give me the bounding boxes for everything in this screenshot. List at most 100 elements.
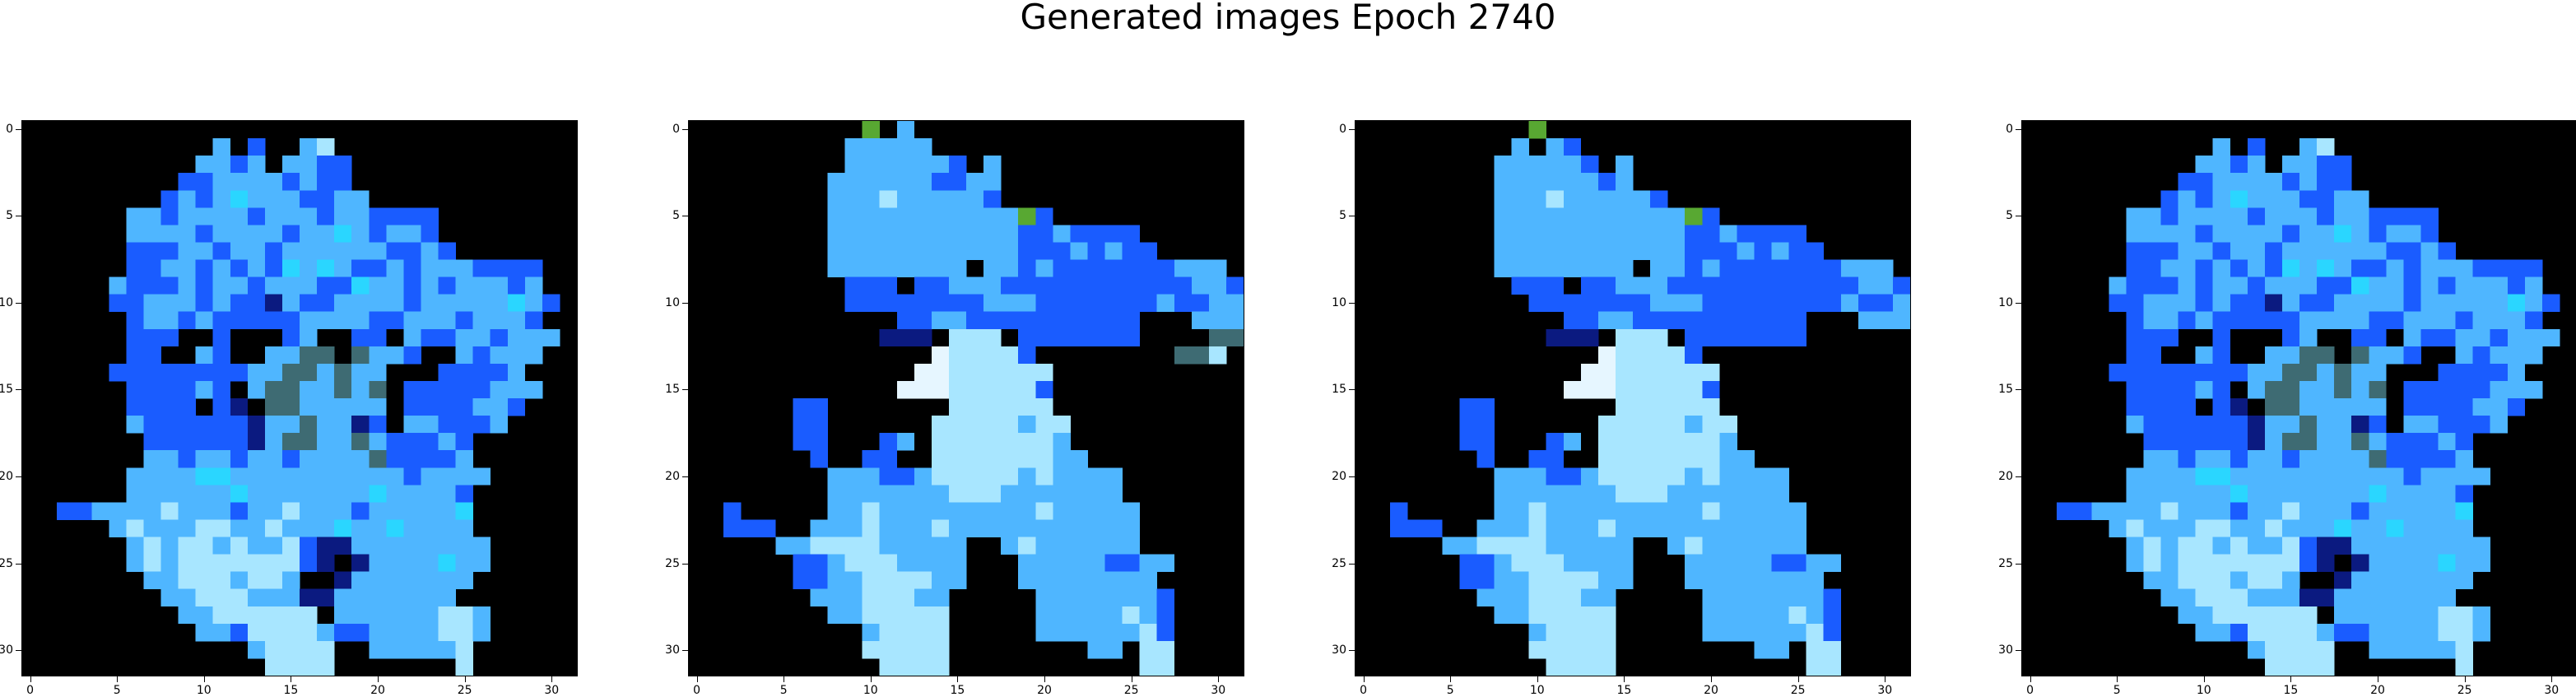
pixel [264, 416, 283, 434]
pixel [195, 346, 214, 365]
pixel [948, 380, 967, 399]
pixel [1667, 450, 1686, 468]
pixel [2264, 225, 2283, 243]
pixel [1511, 207, 1530, 225]
pixel [264, 380, 283, 399]
pixel [1494, 225, 1512, 243]
pixel [896, 485, 915, 503]
pixel [2160, 363, 2178, 382]
pixel [914, 380, 932, 399]
pixel [1035, 416, 1053, 434]
pixel [931, 259, 950, 277]
pixel [2403, 623, 2421, 642]
pixel [1001, 537, 1019, 555]
pixel [2160, 433, 2178, 451]
pixel [2490, 346, 2509, 365]
pixel [2230, 554, 2248, 573]
pixel [2178, 450, 2197, 468]
pixel [351, 571, 370, 590]
pixel [896, 328, 915, 347]
y-tick-mark [2016, 302, 2021, 304]
pixel [914, 190, 932, 208]
pixel [1035, 311, 1053, 330]
pixel [178, 311, 197, 330]
pixel [369, 502, 387, 520]
pixel [1650, 433, 1668, 451]
pixel [2126, 328, 2144, 347]
pixel [2160, 328, 2178, 347]
pixel [351, 294, 370, 313]
pixel [2472, 416, 2491, 434]
pixel [2281, 259, 2300, 277]
pixel [2386, 207, 2404, 225]
x-tick-mark [2551, 676, 2553, 682]
pixel [879, 658, 898, 676]
pixel [1035, 467, 1053, 486]
pixel [472, 398, 491, 416]
pixel [1719, 276, 1737, 295]
pixel [2403, 276, 2421, 295]
pixel [862, 606, 881, 625]
pixel [300, 398, 318, 416]
pixel [1070, 485, 1088, 503]
pixel [247, 450, 266, 468]
pixel [2264, 606, 2283, 625]
pixel [2143, 311, 2161, 330]
pixel [369, 467, 387, 486]
pixel [2317, 416, 2335, 434]
pixel [2455, 398, 2474, 416]
pixel [2160, 225, 2178, 243]
y-tick-label: 0 [2006, 122, 2013, 136]
pixel [212, 328, 231, 347]
pixel [109, 519, 127, 537]
y-tick-label: 15 [0, 383, 13, 397]
pixel [2212, 156, 2231, 174]
pixel [1001, 294, 1019, 313]
pixel [827, 467, 845, 486]
pixel [1719, 416, 1737, 434]
pixel [896, 640, 915, 659]
pixel [230, 225, 249, 243]
pixel [386, 571, 404, 590]
pixel [1035, 485, 1053, 503]
pixel [264, 467, 283, 486]
pixel [2281, 398, 2300, 416]
pixel [2299, 156, 2318, 174]
pixel [369, 363, 387, 382]
pixel [247, 173, 266, 191]
pixel [421, 554, 439, 573]
pixel [2299, 398, 2318, 416]
pixel [421, 276, 439, 295]
pixel [1511, 138, 1530, 156]
pixel [775, 537, 793, 555]
pixel [2264, 173, 2283, 191]
pixel [896, 554, 915, 573]
pixel [1528, 207, 1547, 225]
pixel [1208, 259, 1227, 277]
pixel [1459, 416, 1477, 434]
pixel [1528, 450, 1547, 468]
pixel [109, 363, 127, 382]
pixel [1001, 346, 1019, 365]
pixel [386, 485, 404, 503]
pixel [1563, 640, 1582, 659]
pixel [2351, 588, 2369, 607]
pixel [2317, 294, 2335, 313]
pixel [1053, 502, 1071, 520]
pixel [281, 363, 300, 382]
pixel [983, 294, 1002, 313]
pixel [281, 450, 300, 468]
pixel [2455, 467, 2474, 486]
pixel [351, 207, 370, 225]
pixel [2438, 242, 2456, 260]
pixel [1685, 346, 1703, 365]
pixel [2420, 502, 2439, 520]
pixel [1035, 606, 1053, 625]
pixel [2403, 259, 2421, 277]
pixel [983, 328, 1002, 347]
pixel [879, 190, 898, 208]
pixel [2420, 640, 2439, 659]
pixel [1070, 502, 1088, 520]
pixel [1156, 554, 1175, 573]
pixel [178, 380, 197, 399]
